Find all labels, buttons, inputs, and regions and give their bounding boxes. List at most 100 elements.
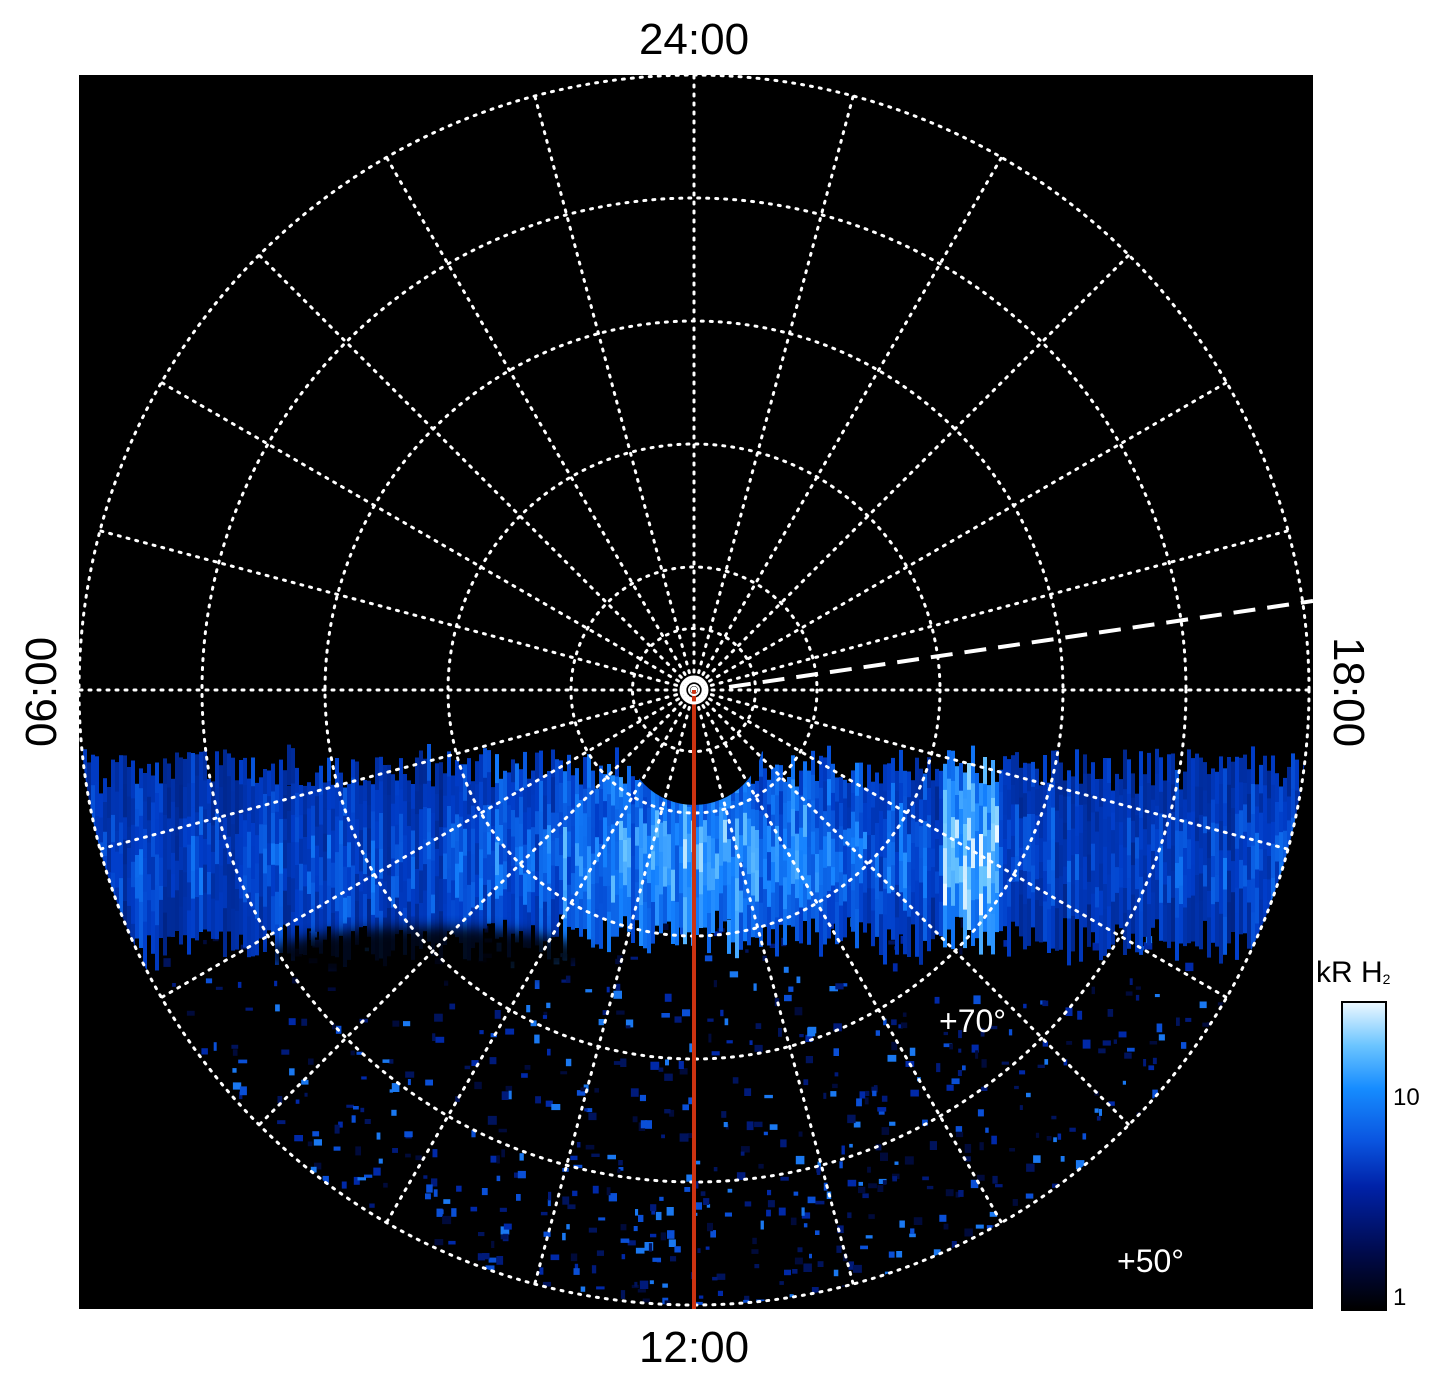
- emission-streak: [1031, 786, 1035, 823]
- emission-streak: [363, 780, 367, 816]
- emission-streak: [1119, 795, 1123, 829]
- noise-speckle: [205, 978, 213, 984]
- emission-streak: [619, 840, 623, 881]
- noise-speckle: [778, 1207, 786, 1216]
- emission-streak: [791, 808, 795, 850]
- emission-streak: [407, 826, 411, 859]
- noise-speckle: [678, 1061, 684, 1069]
- noise-speckle: [891, 1019, 897, 1026]
- emission-streak: [1279, 811, 1283, 850]
- emission-streak: [991, 760, 995, 803]
- emission-streak: [379, 848, 383, 900]
- emission-streak: [183, 818, 187, 865]
- emission-streak: [399, 862, 403, 904]
- emission-streak: [395, 824, 399, 862]
- emission-streak: [555, 838, 559, 877]
- emission-streak: [899, 803, 903, 847]
- noise-speckle: [956, 1131, 964, 1138]
- emission-streak: [395, 897, 399, 935]
- emission-streak: [1191, 758, 1195, 796]
- emission-streak: [859, 859, 863, 901]
- emission-streak: [475, 897, 479, 943]
- emission-streak: [1215, 851, 1219, 890]
- noise-speckle: [909, 1233, 916, 1238]
- noise-speckle: [501, 1091, 509, 1100]
- noise-speckle: [1199, 1001, 1207, 1009]
- emission-streak: [1011, 882, 1015, 922]
- emission-streak: [899, 749, 903, 797]
- noise-speckle: [877, 1107, 887, 1112]
- emission-streak: [1287, 848, 1291, 888]
- emission-streak: [323, 851, 327, 890]
- noise-speckle: [620, 1224, 627, 1231]
- emission-streak: [1051, 870, 1055, 917]
- emission-streak: [359, 871, 363, 905]
- emission-streak: [563, 918, 567, 961]
- emission-streak: [871, 835, 875, 874]
- emission-streak: [279, 759, 283, 797]
- emission-streak: [1059, 903, 1063, 950]
- emission-streak: [1075, 854, 1079, 900]
- noise-speckle: [598, 1217, 606, 1221]
- emission-streak: [1199, 901, 1203, 950]
- emission-streak: [643, 879, 647, 921]
- emission-streak: [1199, 848, 1203, 895]
- noise-speckle: [640, 1120, 648, 1129]
- noise-speckle: [934, 996, 940, 1004]
- noise-speckle: [434, 1239, 444, 1246]
- emission-streak: [479, 754, 483, 796]
- emission-streak: [651, 800, 655, 835]
- emission-streak: [731, 800, 735, 838]
- emission-streak: [511, 893, 515, 934]
- noise-speckle: [815, 1200, 825, 1205]
- emission-streak: [171, 874, 175, 918]
- noise-speckle: [567, 1204, 576, 1210]
- noise-speckle: [797, 1247, 803, 1253]
- noise-speckle: [1143, 1059, 1147, 1067]
- emission-streak: [971, 783, 975, 826]
- emission-streak: [1051, 807, 1055, 851]
- emission-streak: [1195, 875, 1199, 914]
- emission-streak: [687, 806, 691, 852]
- emission-streak: [607, 853, 611, 903]
- emission-streak: [419, 809, 423, 847]
- emission-streak: [515, 817, 519, 863]
- emission-streak: [987, 829, 991, 874]
- noise-speckle: [858, 1186, 866, 1194]
- emission-streak: [1107, 841, 1111, 884]
- emission-streak: [319, 909, 323, 954]
- noise-speckle: [274, 980, 278, 987]
- emission-streak: [1003, 756, 1007, 794]
- emission-streak: [87, 762, 91, 810]
- emission-streak: [847, 847, 851, 877]
- emission-streak: [187, 882, 191, 930]
- emission-streak: [1027, 898, 1031, 946]
- emission-streak: [703, 788, 707, 827]
- emission-streak: [543, 795, 547, 835]
- noise-speckle: [637, 1289, 646, 1293]
- emission-streak: [567, 884, 571, 927]
- emission-streak: [91, 851, 95, 897]
- emission-streak: [643, 797, 647, 837]
- emission-streak: [91, 754, 95, 804]
- emission-streak: [639, 776, 643, 821]
- noise-speckle: [613, 990, 622, 999]
- noise-speckle: [215, 986, 223, 990]
- noise-speckle: [490, 1155, 497, 1163]
- emission-streak: [687, 887, 691, 933]
- emission-streak: [1131, 894, 1135, 934]
- noise-speckle: [943, 1043, 953, 1048]
- noise-speckle: [547, 1048, 551, 1056]
- noise-speckle: [1033, 1155, 1041, 1163]
- emission-streak: [1019, 767, 1023, 807]
- emission-streak: [951, 817, 955, 859]
- emission-streak: [171, 829, 175, 870]
- emission-streak: [199, 895, 203, 932]
- emission-streak: [615, 869, 619, 913]
- noise-speckle: [853, 1121, 861, 1128]
- emission-streak: [175, 835, 179, 872]
- emission-streak: [307, 849, 311, 888]
- emission-streak: [291, 748, 295, 800]
- noise-speckle: [803, 1223, 808, 1228]
- noise-speckle: [1046, 1136, 1052, 1141]
